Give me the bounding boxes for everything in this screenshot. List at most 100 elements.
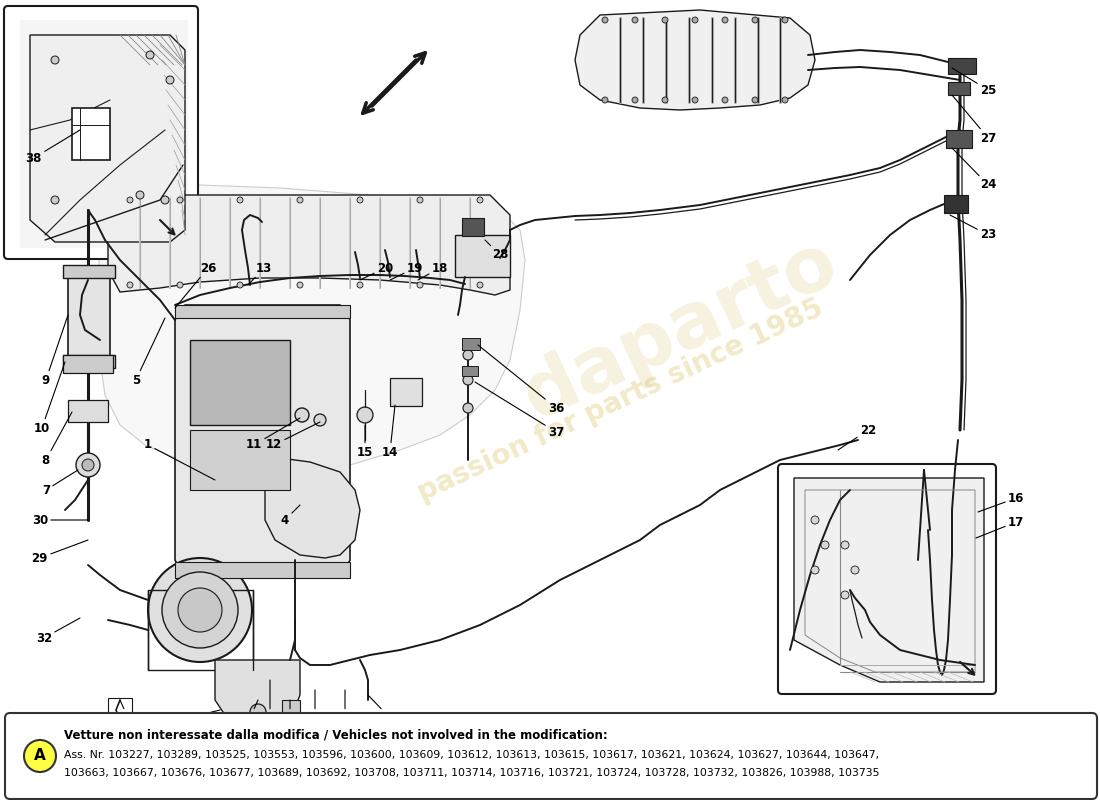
Bar: [68, 400, 108, 422]
Circle shape: [463, 375, 473, 385]
Polygon shape: [63, 355, 116, 368]
Text: 26: 26: [175, 262, 217, 308]
Circle shape: [136, 191, 144, 199]
Circle shape: [162, 572, 238, 648]
FancyBboxPatch shape: [6, 713, 1097, 799]
Circle shape: [851, 566, 859, 574]
Circle shape: [51, 56, 59, 64]
Circle shape: [477, 197, 483, 203]
Bar: [462, 218, 484, 236]
Bar: [462, 338, 480, 350]
Text: Ass. Nr. 103227, 103289, 103525, 103553, 103596, 103600, 103609, 103612, 103613,: Ass. Nr. 103227, 103289, 103525, 103553,…: [64, 750, 879, 760]
Circle shape: [417, 197, 424, 203]
Text: 19: 19: [390, 262, 424, 280]
Text: 16: 16: [978, 491, 1024, 512]
Text: 22: 22: [838, 423, 877, 450]
Polygon shape: [108, 195, 510, 295]
Circle shape: [821, 541, 829, 549]
Bar: [68, 268, 110, 358]
Text: 38: 38: [25, 130, 80, 165]
Bar: [190, 340, 290, 425]
Text: 6: 6: [266, 680, 274, 725]
Circle shape: [297, 197, 302, 203]
Polygon shape: [794, 478, 984, 682]
Text: 21: 21: [368, 695, 398, 725]
Circle shape: [463, 350, 473, 360]
Text: 103663, 103667, 103676, 103677, 103689, 103692, 103708, 103711, 103714, 103716, : 103663, 103667, 103676, 103677, 103689, …: [64, 768, 880, 778]
Text: 33: 33: [180, 710, 220, 725]
Text: 9: 9: [42, 315, 68, 386]
Text: 36: 36: [478, 345, 564, 414]
Text: 29: 29: [32, 540, 88, 565]
Bar: [72, 108, 110, 160]
Circle shape: [782, 17, 788, 23]
FancyBboxPatch shape: [4, 6, 198, 259]
Text: 13: 13: [248, 262, 272, 285]
Circle shape: [76, 453, 100, 477]
Polygon shape: [265, 458, 360, 558]
Text: 20: 20: [360, 262, 393, 280]
Bar: [63, 355, 113, 373]
Circle shape: [295, 408, 309, 422]
Circle shape: [82, 459, 94, 471]
Text: passion for parts since 1985: passion for parts since 1985: [412, 294, 827, 506]
Circle shape: [722, 17, 728, 23]
Text: 37: 37: [475, 382, 564, 438]
Circle shape: [842, 541, 849, 549]
Circle shape: [782, 97, 788, 103]
Text: 15: 15: [356, 425, 373, 458]
Text: 24: 24: [952, 148, 997, 191]
Text: Vetture non interessate dalla modifica / Vehicles not involved in the modificati: Vetture non interessate dalla modifica /…: [64, 729, 607, 742]
Text: 27: 27: [952, 95, 997, 145]
Circle shape: [178, 588, 222, 632]
Polygon shape: [175, 305, 350, 318]
Bar: [946, 130, 972, 148]
Circle shape: [752, 17, 758, 23]
Circle shape: [314, 414, 326, 426]
Circle shape: [297, 282, 302, 288]
Text: 4: 4: [280, 505, 300, 526]
Bar: [944, 195, 968, 213]
Text: 2: 2: [311, 690, 319, 725]
Circle shape: [842, 591, 849, 599]
Text: 11: 11: [245, 418, 300, 451]
Circle shape: [126, 282, 133, 288]
Text: 25: 25: [952, 68, 997, 97]
Text: 30: 30: [32, 514, 88, 526]
Circle shape: [811, 516, 819, 524]
Circle shape: [358, 282, 363, 288]
Circle shape: [177, 197, 183, 203]
Circle shape: [177, 282, 183, 288]
Circle shape: [477, 282, 483, 288]
Text: 28: 28: [485, 240, 508, 262]
Bar: [462, 366, 478, 376]
Text: 8: 8: [42, 412, 72, 466]
Text: A: A: [34, 749, 46, 763]
Circle shape: [236, 197, 243, 203]
Polygon shape: [63, 265, 116, 278]
Bar: [948, 82, 970, 95]
Text: 12: 12: [266, 422, 320, 451]
Text: 1: 1: [144, 438, 214, 480]
Circle shape: [161, 196, 169, 204]
Text: 3: 3: [341, 690, 349, 725]
Polygon shape: [98, 185, 525, 470]
Circle shape: [126, 197, 133, 203]
Bar: [282, 700, 300, 718]
Circle shape: [463, 403, 473, 413]
Polygon shape: [575, 10, 815, 110]
Circle shape: [146, 51, 154, 59]
Text: 17: 17: [976, 515, 1024, 538]
Circle shape: [632, 17, 638, 23]
FancyBboxPatch shape: [778, 464, 996, 694]
Bar: [190, 430, 290, 490]
Text: 18: 18: [418, 262, 448, 280]
Circle shape: [358, 407, 373, 423]
Circle shape: [632, 97, 638, 103]
Polygon shape: [214, 660, 300, 720]
Text: daparto: daparto: [510, 225, 849, 435]
Circle shape: [602, 97, 608, 103]
Polygon shape: [30, 35, 185, 242]
Text: 32: 32: [35, 618, 80, 645]
Circle shape: [722, 97, 728, 103]
